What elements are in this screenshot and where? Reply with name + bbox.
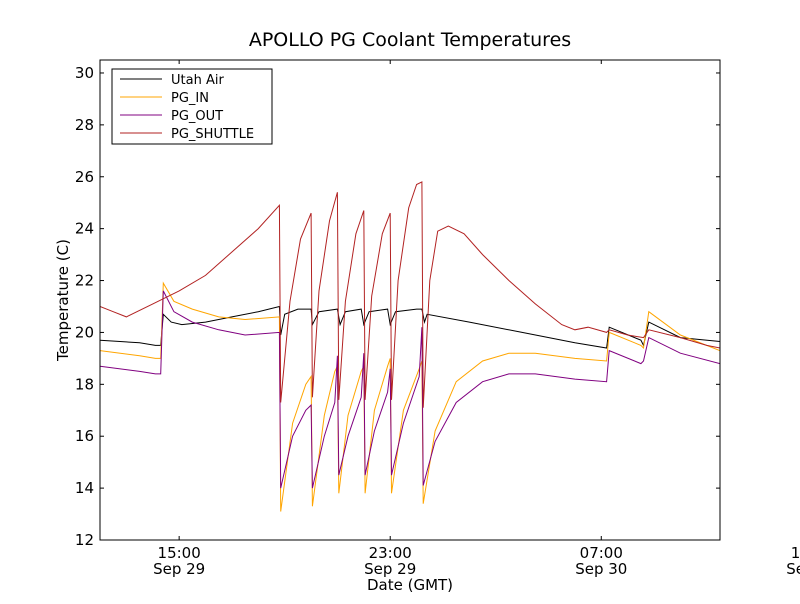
- y-tick-label: 22: [75, 272, 94, 290]
- x-axis-label: Date (GMT): [367, 576, 453, 594]
- series-line-pg-out: [100, 290, 720, 489]
- series-line-pg-in: [100, 281, 720, 512]
- chart-title: APOLLO PG Coolant Temperatures: [249, 29, 571, 51]
- x-tick-label-time: 15:00: [791, 544, 800, 562]
- legend-label: PG_SHUTTLE: [171, 127, 254, 142]
- x-tick-label-date: Sep 30: [575, 560, 627, 578]
- x-tick-label-time: 23:00: [369, 544, 412, 562]
- y-tick-label: 30: [75, 64, 94, 82]
- x-tick-label-date: Sep 29: [153, 560, 205, 578]
- y-tick-label: 28: [75, 116, 94, 134]
- y-tick-label: 12: [75, 531, 94, 549]
- y-axis-label: Temperature (C): [54, 239, 72, 362]
- y-tick-label: 26: [75, 168, 94, 186]
- plot-lines: [100, 181, 720, 512]
- x-tick-label-date: Sep 29: [364, 560, 416, 578]
- legend-box: [111, 68, 273, 145]
- legend-label: PG_OUT: [171, 109, 223, 124]
- y-tick-label: 24: [75, 220, 94, 238]
- y-tick-label: 14: [75, 479, 94, 497]
- x-tick-label-time: 07:00: [580, 544, 623, 562]
- x-tick-label-time: 15:00: [158, 544, 201, 562]
- y-tick-label: 16: [75, 427, 94, 445]
- y-axis: 12 14 16 18 20 22 24 26 28 30: [75, 64, 720, 549]
- series-line-utah-air: [100, 305, 720, 349]
- y-tick-label: 18: [75, 375, 94, 393]
- x-tick-label-date: Sep 30: [786, 560, 800, 578]
- legend-label: Utah Air: [171, 73, 224, 88]
- legend: Utah Air PG_IN PG_OUT PG_SHUTTLE: [111, 68, 273, 145]
- series-line-pg-shuttle: [100, 181, 720, 408]
- plot-frame: [99, 59, 721, 541]
- y-tick-label: 20: [75, 323, 94, 341]
- legend-label: PG_IN: [171, 91, 209, 106]
